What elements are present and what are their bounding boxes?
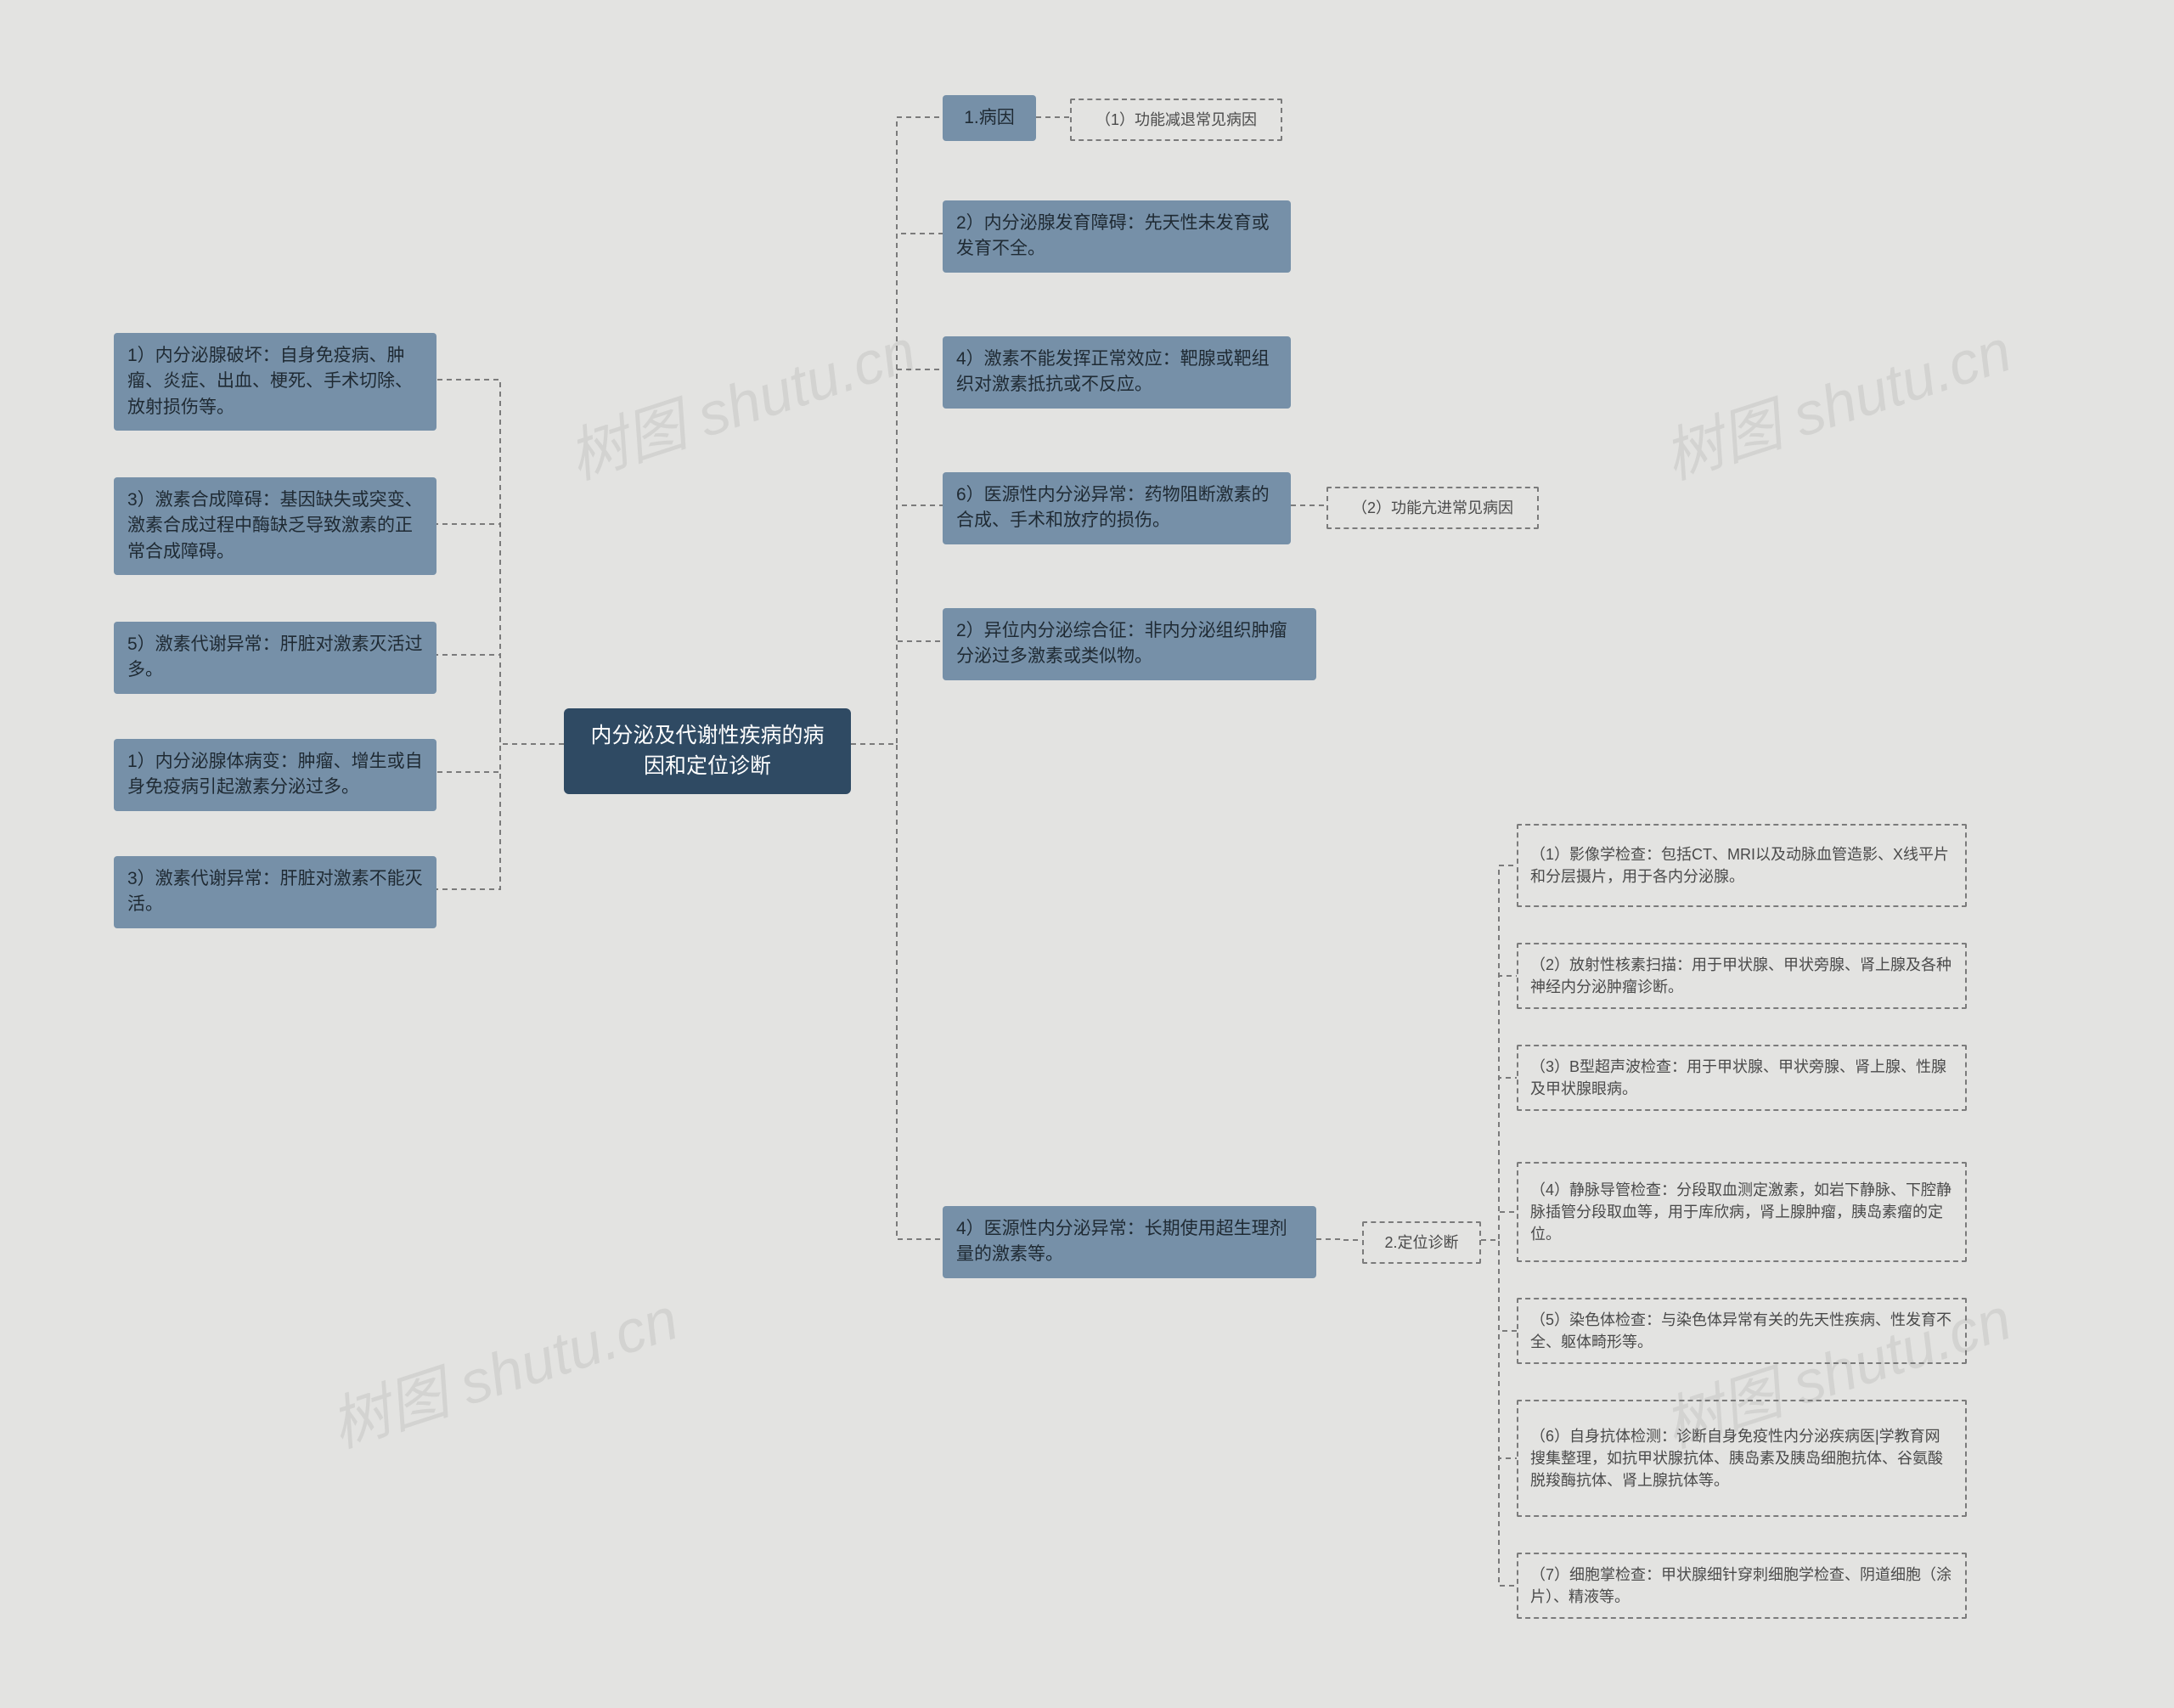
right-node-4-text: 6）医源性内分泌异常：药物阻断激素的合成、手术和放疗的损伤。 — [956, 482, 1277, 534]
mindmap-canvas: { "colors": { "background": "#e3e3e1", "… — [0, 0, 2174, 1708]
right-node-6a-text: （1）影像学检查：包括CT、MRI以及动脉血管造影、X线平片和分层摄片，用于各内… — [1530, 843, 1953, 888]
right-node-6f: （6）自身抗体检测：诊断自身免疫性内分泌疾病医|学教育网搜集整理，如抗甲状腺抗体… — [1517, 1400, 1967, 1517]
right-node-1a-text: （1）功能减退常见病因 — [1095, 109, 1257, 131]
right-node-6f-text: （6）自身抗体检测：诊断自身免疫性内分泌疾病医|学教育网搜集整理，如抗甲状腺抗体… — [1530, 1425, 1953, 1491]
right-node-6b-text: （2）放射性核素扫描：用于甲状腺、甲状旁腺、肾上腺及各种神经内分泌肿瘤诊断。 — [1530, 954, 1953, 998]
left-node-4-text: 1）内分泌腺体病变：肿瘤、增生或自身免疫病引起激素分泌过多。 — [127, 749, 423, 801]
right-node-1-text: 1.病因 — [964, 105, 1015, 131]
left-node-1: 1）内分泌腺破坏：自身免疫病、肿瘤、炎症、出血、梗死、手术切除、放射损伤等。 — [114, 333, 436, 431]
right-node-6g-text: （7）细胞掌检查：甲状腺细针穿刺细胞学检查、阴道细胞（涂片）、精液等。 — [1530, 1564, 1953, 1608]
left-node-1-text: 1）内分泌腺破坏：自身免疫病、肿瘤、炎症、出血、梗死、手术切除、放射损伤等。 — [127, 343, 423, 420]
right-node-6: 4）医源性内分泌异常：长期使用超生理剂量的激素等。 — [943, 1206, 1316, 1278]
right-node-6c: （3）B型超声波检查：用于甲状腺、甲状旁腺、肾上腺、性腺及甲状腺眼病。 — [1517, 1045, 1967, 1111]
right-node-6-header-text: 2.定位诊断 — [1384, 1232, 1458, 1254]
watermark: 树图 shutu.cn — [318, 1271, 688, 1464]
right-node-1a: （1）功能减退常见病因 — [1070, 99, 1282, 141]
right-node-1: 1.病因 — [943, 95, 1036, 141]
left-node-3-text: 5）激素代谢异常：肝脏对激素灭活过多。 — [127, 632, 423, 684]
left-node-2-text: 3）激素合成障碍：基因缺失或突变、激素合成过程中酶缺乏导致激素的正常合成障碍。 — [127, 488, 423, 565]
right-node-4a: （2）功能亢进常见病因 — [1326, 487, 1539, 529]
right-node-6c-text: （3）B型超声波检查：用于甲状腺、甲状旁腺、肾上腺、性腺及甲状腺眼病。 — [1530, 1056, 1953, 1100]
right-node-6-header: 2.定位诊断 — [1362, 1221, 1481, 1264]
right-node-3: 4）激素不能发挥正常效应：靶腺或靶组织对激素抵抗或不反应。 — [943, 336, 1291, 409]
right-node-6g: （7）细胞掌检查：甲状腺细针穿刺细胞学检查、阴道细胞（涂片）、精液等。 — [1517, 1553, 1967, 1619]
root-node: 内分泌及代谢性疾病的病因和定位诊断 — [564, 708, 851, 794]
right-node-6a: （1）影像学检查：包括CT、MRI以及动脉血管造影、X线平片和分层摄片，用于各内… — [1517, 824, 1967, 907]
watermark: 树图 shutu.cn — [556, 303, 926, 496]
right-node-5-text: 2）异位内分泌综合征：非内分泌组织肿瘤分泌过多激素或类似物。 — [956, 618, 1303, 670]
right-node-2-text: 2）内分泌腺发育障碍：先天性未发育或发育不全。 — [956, 211, 1277, 262]
left-node-2: 3）激素合成障碍：基因缺失或突变、激素合成过程中酶缺乏导致激素的正常合成障碍。 — [114, 477, 436, 575]
right-node-6e: （5）染色体检查：与染色体异常有关的先天性疾病、性发育不全、躯体畸形等。 — [1517, 1298, 1967, 1364]
right-node-6b: （2）放射性核素扫描：用于甲状腺、甲状旁腺、肾上腺及各种神经内分泌肿瘤诊断。 — [1517, 943, 1967, 1009]
left-node-3: 5）激素代谢异常：肝脏对激素灭活过多。 — [114, 622, 436, 694]
right-node-6d: （4）静脉导管检查：分段取血测定激素，如岩下静脉、下腔静脉插管分段取血等，用于库… — [1517, 1162, 1967, 1262]
right-node-2: 2）内分泌腺发育障碍：先天性未发育或发育不全。 — [943, 200, 1291, 273]
root-text: 内分泌及代谢性疾病的病因和定位诊断 — [581, 720, 834, 782]
watermark: 树图 shutu.cn — [1652, 303, 2021, 496]
right-node-6e-text: （5）染色体检查：与染色体异常有关的先天性疾病、性发育不全、躯体畸形等。 — [1530, 1309, 1953, 1353]
left-node-5: 3）激素代谢异常：肝脏对激素不能灭活。 — [114, 856, 436, 928]
left-node-4: 1）内分泌腺体病变：肿瘤、增生或自身免疫病引起激素分泌过多。 — [114, 739, 436, 811]
right-node-6d-text: （4）静脉导管检查：分段取血测定激素，如岩下静脉、下腔静脉插管分段取血等，用于库… — [1530, 1179, 1953, 1245]
left-node-5-text: 3）激素代谢异常：肝脏对激素不能灭活。 — [127, 866, 423, 918]
right-node-4a-text: （2）功能亢进常见病因 — [1352, 497, 1513, 519]
right-node-4: 6）医源性内分泌异常：药物阻断激素的合成、手术和放疗的损伤。 — [943, 472, 1291, 544]
right-node-5: 2）异位内分泌综合征：非内分泌组织肿瘤分泌过多激素或类似物。 — [943, 608, 1316, 680]
right-node-6-text: 4）医源性内分泌异常：长期使用超生理剂量的激素等。 — [956, 1216, 1303, 1268]
right-node-3-text: 4）激素不能发挥正常效应：靶腺或靶组织对激素抵抗或不反应。 — [956, 347, 1277, 398]
